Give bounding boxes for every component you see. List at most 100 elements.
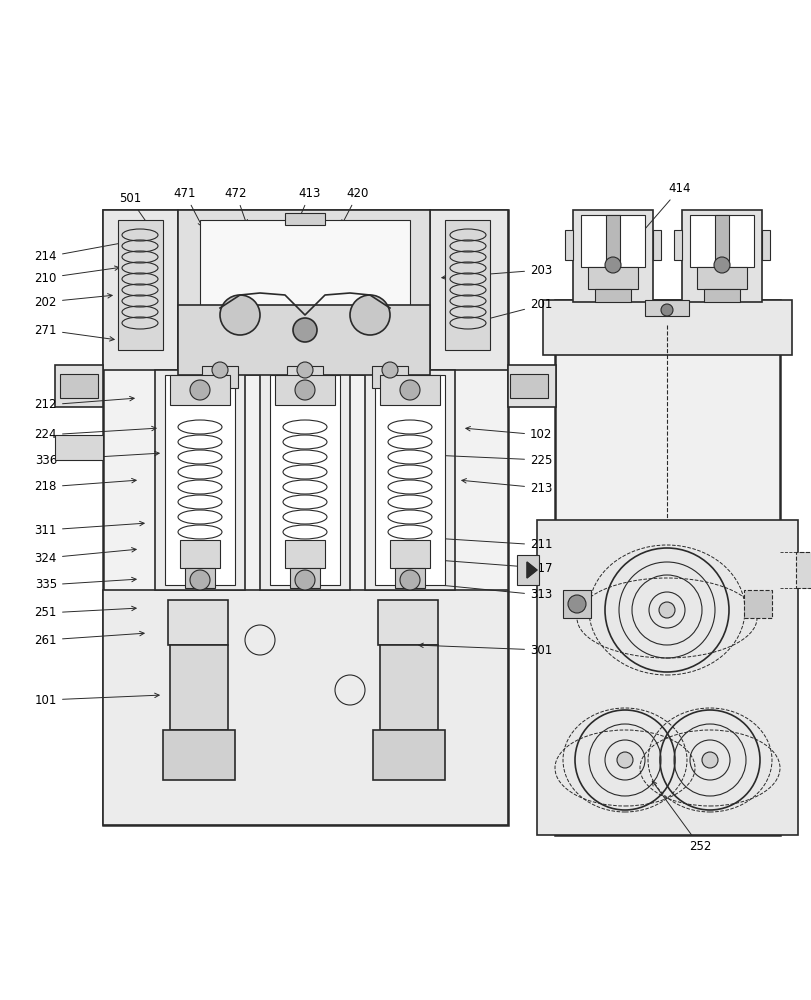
Circle shape [713, 257, 729, 273]
Bar [103, 210, 178, 370]
Text: 218: 218 [35, 478, 136, 493]
Text: 414: 414 [640, 182, 690, 234]
Bar [375, 375, 444, 585]
Text: 301: 301 [418, 643, 551, 656]
Text: 101: 101 [35, 693, 159, 706]
Circle shape [297, 362, 312, 378]
Bar [703, 289, 739, 302]
Circle shape [294, 570, 315, 590]
Bar [673, 230, 681, 260]
Bar [587, 267, 637, 289]
Bar [508, 365, 556, 407]
Circle shape [294, 380, 315, 400]
Text: 324: 324 [35, 548, 136, 564]
Bar [389, 540, 430, 568]
Circle shape [212, 362, 228, 378]
Polygon shape [526, 562, 536, 578]
Bar [155, 370, 245, 590]
Bar [714, 215, 728, 267]
Bar [594, 289, 630, 302]
Bar [365, 370, 454, 590]
Bar [696, 267, 746, 289]
Bar [380, 375, 440, 405]
Bar [103, 590, 508, 825]
Bar [275, 375, 335, 405]
Bar [169, 645, 228, 730]
Text: 313: 313 [392, 579, 551, 601]
Bar [185, 568, 215, 588]
Bar [509, 374, 547, 398]
Bar [605, 215, 620, 267]
Bar [178, 210, 430, 375]
Bar [200, 220, 410, 320]
Circle shape [659, 602, 674, 618]
Bar [178, 305, 430, 375]
Bar [581, 215, 644, 267]
Text: 203: 203 [441, 263, 551, 280]
Bar [180, 540, 220, 568]
Bar [564, 230, 573, 260]
Bar [517, 555, 539, 585]
Bar [371, 366, 407, 388]
Bar [795, 552, 811, 588]
Circle shape [350, 295, 389, 335]
Bar [536, 520, 797, 835]
Circle shape [190, 380, 210, 400]
Bar [644, 300, 689, 316]
Circle shape [381, 362, 397, 378]
Bar [165, 375, 234, 585]
Bar [543, 300, 791, 355]
Bar [378, 600, 437, 645]
Circle shape [568, 595, 586, 613]
Bar [260, 370, 350, 590]
Bar [652, 230, 660, 260]
Text: 311: 311 [35, 521, 144, 536]
Bar [168, 600, 228, 645]
Bar [169, 375, 230, 405]
Bar [286, 366, 323, 388]
Bar [103, 210, 508, 825]
Bar [689, 215, 753, 267]
Text: 501: 501 [118, 192, 149, 227]
Text: 224: 224 [34, 426, 156, 442]
Bar [290, 568, 320, 588]
Bar [573, 210, 652, 302]
Circle shape [400, 380, 419, 400]
Bar [681, 210, 761, 302]
Text: 212: 212 [34, 396, 134, 412]
Bar [118, 220, 163, 350]
Text: 210: 210 [35, 266, 119, 284]
Circle shape [220, 295, 260, 335]
Text: 225: 225 [433, 453, 551, 466]
Text: 335: 335 [35, 577, 136, 591]
Bar [380, 645, 437, 730]
Bar [372, 730, 444, 780]
Bar [743, 590, 771, 618]
Text: 102: 102 [466, 427, 551, 442]
Text: 213: 213 [461, 479, 551, 494]
Text: 202: 202 [35, 294, 112, 308]
Bar [163, 730, 234, 780]
Circle shape [400, 570, 419, 590]
Bar [554, 300, 779, 835]
Text: 336: 336 [35, 451, 159, 466]
Text: 252: 252 [651, 781, 710, 853]
Text: 217: 217 [414, 556, 551, 574]
Text: 413: 413 [296, 187, 321, 224]
Text: 471: 471 [174, 187, 202, 227]
Bar [285, 540, 324, 568]
Text: 201: 201 [448, 298, 551, 330]
Text: 251: 251 [35, 606, 136, 619]
Bar [761, 230, 769, 260]
Circle shape [190, 570, 210, 590]
Bar [430, 210, 508, 370]
Bar [394, 568, 424, 588]
Bar [202, 366, 238, 388]
Bar [285, 213, 324, 225]
Circle shape [604, 257, 620, 273]
Text: 211: 211 [436, 536, 551, 552]
Bar [60, 374, 98, 398]
Text: 420: 420 [341, 187, 369, 225]
Text: 261: 261 [34, 631, 144, 646]
Bar [444, 220, 489, 350]
